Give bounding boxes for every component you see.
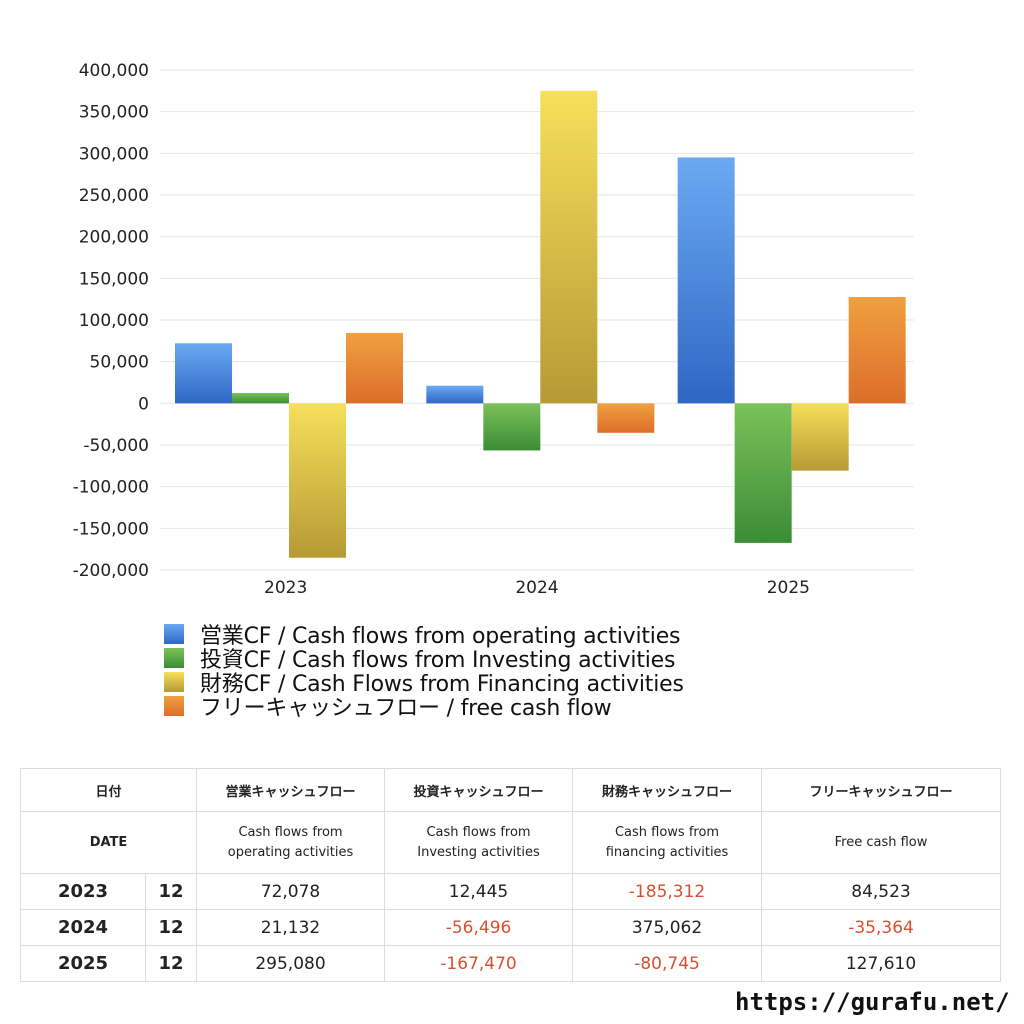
cell-operating: 295,080 <box>196 945 386 982</box>
table-row: 2025 12 295,080 -167,470 -80,745 127,610 <box>20 945 1002 982</box>
row-year: 2025 <box>20 945 146 982</box>
bar-2023-series-1 <box>232 392 289 404</box>
row-month: 12 <box>144 909 198 946</box>
header-free-cash-flow-en: Free cash flow <box>761 811 1002 874</box>
bar-2024-series-2 <box>540 90 598 404</box>
x-tick-label: 2025 <box>767 578 810 598</box>
header-investing-jp: 投資キャッシュフロー <box>384 768 574 812</box>
cell-financing: -80,745 <box>572 945 763 982</box>
bar-2024-series-1 <box>483 403 541 451</box>
cell-free-cash-flow: -35,364 <box>761 909 1002 946</box>
y-tick-label: 250,000 <box>79 186 149 206</box>
y-tick-label: 350,000 <box>79 103 149 123</box>
y-tick-label: -50,000 <box>83 436 149 456</box>
site-url: https://gurafu.net/ <box>735 988 1010 1016</box>
cell-investing: -167,470 <box>384 945 574 982</box>
cell-financing: 375,062 <box>572 909 763 946</box>
legend-label-operating: 営業CF / Cash flows from operating activit… <box>200 624 681 649</box>
cell-investing: 12,445 <box>384 873 574 910</box>
grid-lines <box>160 69 914 571</box>
bar-2025-series-0 <box>677 157 735 404</box>
legend-swatch-financing <box>164 672 184 692</box>
bar-2025-series-3 <box>848 296 906 404</box>
x-tick-label: 2024 <box>515 578 558 598</box>
legend-swatch-operating <box>164 624 184 644</box>
legend-item-investing: 投資CF / Cash flows from Investing activit… <box>164 646 684 673</box>
bar-2023-series-0 <box>175 343 232 404</box>
table-header-jp-row: 日付 営業キャッシュフロー 投資キャッシュフロー 財務キャッシュフロー フリーキ… <box>19 768 1002 812</box>
y-axis-ticks: 400,000 350,000 300,000 250,000 200,000 150,0… <box>73 61 149 581</box>
legend-item-free-cash-flow: フリーキャッシュフロー / free cash flow <box>164 694 684 721</box>
cell-investing: -56,496 <box>384 909 574 946</box>
legend-swatch-free-cash-flow <box>164 696 184 716</box>
row-year: 2024 <box>20 909 146 946</box>
x-tick-label: 2023 <box>264 578 307 598</box>
table-row: 2023 12 72,078 12,445 -185,312 84,523 <box>20 873 1002 910</box>
header-operating-en: Cash flows from operating activities <box>196 811 386 874</box>
y-tick-label: -150,000 <box>73 519 149 539</box>
y-tick-label: 100,000 <box>79 311 149 331</box>
header-date-en: DATE <box>19 811 198 874</box>
y-tick-label: -200,000 <box>73 561 149 581</box>
cell-free-cash-flow: 84,523 <box>761 873 1002 910</box>
y-tick-label: 150,000 <box>79 269 149 289</box>
header-financing-jp: 財務キャッシュフロー <box>572 768 763 812</box>
y-tick-label: -100,000 <box>73 478 149 498</box>
cash-flow-table: 日付 営業キャッシュフロー 投資キャッシュフロー 財務キャッシュフロー フリーキ… <box>19 768 1002 982</box>
legend-label-financing: 財務CF / Cash Flows from Financing activit… <box>200 672 684 697</box>
y-tick-label: 400,000 <box>79 61 149 81</box>
header-operating-jp: 営業キャッシュフロー <box>196 768 386 812</box>
row-month: 12 <box>144 873 198 910</box>
legend-swatch-investing <box>164 648 184 668</box>
bar-2025-series-1 <box>734 403 792 543</box>
header-date-jp: 日付 <box>19 768 198 812</box>
row-year: 2023 <box>20 873 146 910</box>
header-financing-en: Cash flows from financing activities <box>572 811 763 874</box>
y-tick-label: 0 <box>138 394 149 414</box>
x-axis-ticks: 2023 2024 2025 <box>264 578 810 598</box>
y-tick-label: 200,000 <box>79 228 149 248</box>
row-month: 12 <box>144 945 198 982</box>
bar-2025-series-2 <box>791 403 849 471</box>
y-tick-label: 50,000 <box>90 353 149 373</box>
table-header-en-row: DATE Cash flows from operating activitie… <box>19 811 1002 874</box>
header-free-cash-flow-jp: フリーキャッシュフロー <box>761 768 1002 812</box>
table-row: 2024 12 21,132 -56,496 375,062 -35,364 <box>20 909 1002 946</box>
cell-financing: -185,312 <box>572 873 763 910</box>
y-tick-label: 300,000 <box>79 144 149 164</box>
cell-operating: 72,078 <box>196 873 386 910</box>
bar-2024-series-3 <box>597 403 655 433</box>
cell-operating: 21,132 <box>196 909 386 946</box>
legend-label-free-cash-flow: フリーキャッシュフロー / free cash flow <box>200 696 612 721</box>
chart-legend: 営業CF / Cash flows from operating activit… <box>164 622 684 721</box>
bar-2023-series-2 <box>289 403 346 558</box>
cash-flow-bar-chart: 400,000 350,000 300,000 250,000 200,000 150,0… <box>73 61 914 598</box>
bar-2023-series-3 <box>346 332 403 404</box>
legend-label-investing: 投資CF / Cash flows from Investing activit… <box>200 648 676 673</box>
bars <box>175 90 906 558</box>
header-investing-en: Cash flows from Investing activities <box>384 811 574 874</box>
bar-2024-series-0 <box>426 385 484 404</box>
cell-free-cash-flow: 127,610 <box>761 945 1002 982</box>
legend-item-financing: 財務CF / Cash Flows from Financing activit… <box>164 670 684 697</box>
legend-item-operating: 営業CF / Cash flows from operating activit… <box>164 622 684 649</box>
